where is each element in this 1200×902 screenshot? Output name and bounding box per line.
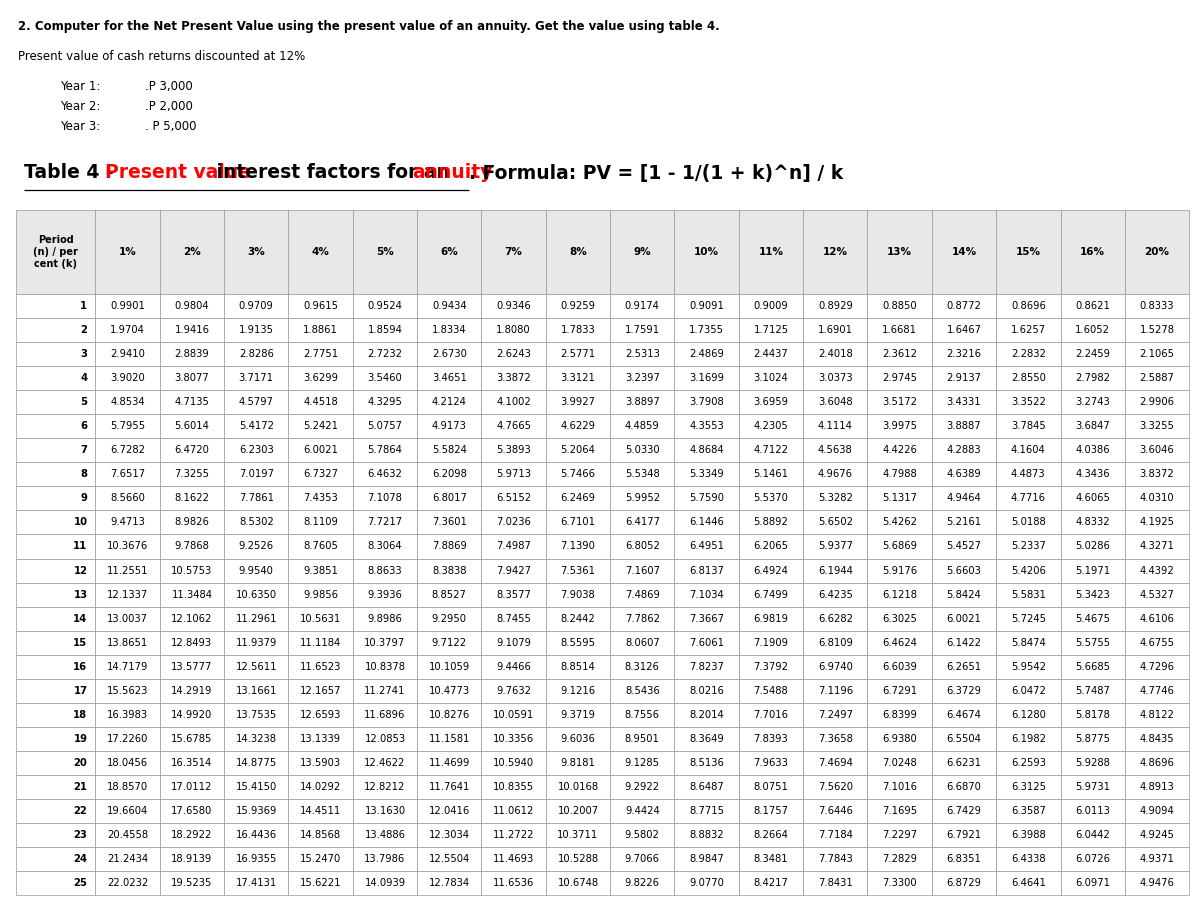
- Text: interest factors for an: interest factors for an: [210, 163, 456, 182]
- Text: .P 2,000: .P 2,000: [145, 100, 193, 113]
- Text: Year 3:: Year 3:: [60, 120, 101, 133]
- Text: 2. Computer for the Net Present Value using the present value of an annuity. Get: 2. Computer for the Net Present Value us…: [18, 20, 720, 33]
- Text: . P 5,000: . P 5,000: [145, 120, 197, 133]
- Text: annuity: annuity: [413, 163, 493, 182]
- Text: Present value: Present value: [104, 163, 251, 182]
- Text: . Formula: PV = [1 - 1/(1 + k)^n] / k: . Formula: PV = [1 - 1/(1 + k)^n] / k: [469, 163, 844, 182]
- Text: Year 1:: Year 1:: [60, 80, 101, 93]
- Text: Table 4 -: Table 4 -: [24, 163, 120, 182]
- Text: Present value of cash returns discounted at 12%: Present value of cash returns discounted…: [18, 50, 305, 63]
- Text: .P 3,000: .P 3,000: [145, 80, 193, 93]
- Text: Year 2:: Year 2:: [60, 100, 101, 113]
